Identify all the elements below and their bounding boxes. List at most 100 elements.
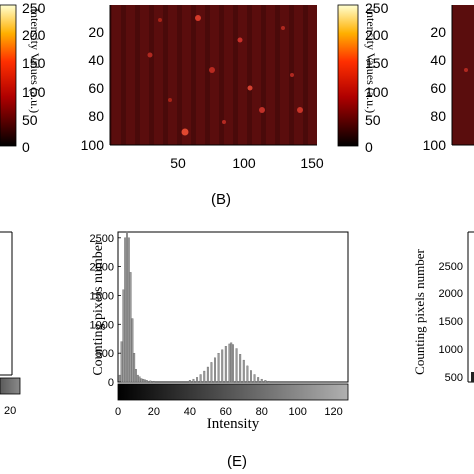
histogram-bar	[135, 369, 137, 383]
panel-label-e: (E)	[227, 453, 247, 470]
heatmap-b-ytick: 100	[81, 137, 105, 153]
histogram-bar	[140, 378, 143, 383]
colorbar-right: Intensity Values (a.u.) 250 200 150 100 …	[337, 0, 389, 155]
heatmap-c-ytick: 40	[430, 52, 446, 68]
histogram-e-ytick: 2500	[90, 233, 114, 245]
heatmap-b-xtick: 150	[300, 155, 324, 171]
heatmap-b-ytick: 20	[88, 24, 104, 40]
colorbar-right-tick: 0	[365, 139, 373, 155]
colorbar-right-gradient	[337, 4, 359, 147]
heatmap-c-ytick: 80	[430, 108, 446, 124]
histogram-bar	[120, 341, 123, 383]
heatmap-c-ytick: 100	[423, 137, 447, 153]
histogram-bar	[196, 377, 199, 383]
heatmap-b-image	[110, 5, 317, 145]
histogram-e-bars	[118, 231, 270, 383]
heatmap-b-ytick: 60	[88, 80, 104, 96]
heatmap-b-hotspots	[147, 15, 303, 136]
histogram-bar	[192, 378, 195, 383]
colorbar-left-tick: 250	[22, 0, 46, 16]
histogram-bar	[118, 374, 121, 383]
histogram-bar	[260, 378, 263, 383]
histogram-e-xtick: 20	[148, 406, 160, 418]
histogram-f-ytick: 2500	[439, 261, 463, 273]
histogram-bar	[267, 380, 270, 383]
histogram-e-xticks: 0 20 40 60 80 100 120	[115, 406, 343, 418]
colorbar-left: Intensity Values (a.u.) 250 200 150 100 …	[0, 0, 46, 155]
histogram-bar	[253, 374, 256, 383]
colorbar-right-label: Intensity Values (a.u.)	[364, 8, 378, 113]
histogram-f-ylabel: Counting pixels number	[412, 249, 427, 375]
histogram-bar	[217, 352, 220, 383]
histogram-bar	[199, 374, 202, 383]
histogram-bar	[136, 374, 139, 383]
panel-label-b: (B)	[211, 191, 231, 208]
histogram-f-ytick: 1000	[439, 344, 463, 356]
histogram-bar	[246, 365, 249, 383]
histogram-e: 2500 2000 1500 1000 500 0 Counting pixels num…	[90, 231, 349, 432]
colorbar-right-tick: 250	[365, 0, 389, 16]
histogram-e-xtick: 0	[115, 406, 121, 418]
histogram-e-intensity-bar	[117, 383, 349, 401]
histogram-bar	[214, 357, 216, 383]
histogram-bar	[127, 237, 130, 383]
colorbar-left-tick: 200	[22, 27, 46, 43]
histogram-e-ytick: 2000	[90, 262, 114, 274]
histogram-bar	[122, 289, 125, 383]
histogram-f-partial: Counting pixels number 2500 2000 1500 10…	[412, 231, 474, 384]
heatmap-b: 20 40 60 80 100 50 100 150	[81, 5, 324, 171]
colorbar-left-tick: 50	[22, 112, 38, 128]
histogram-f-ytick: 1500	[439, 316, 463, 328]
histogram-e-ylabel: Counting pixels number	[91, 240, 106, 376]
heatmap-b-ytick: 40	[88, 52, 104, 68]
heatmap-c-image	[452, 5, 474, 145]
histogram-bar	[138, 376, 141, 383]
colorbar-right-tick: 200	[365, 27, 389, 43]
histogram-bar	[142, 378, 145, 383]
histogram-bar	[235, 348, 238, 383]
histogram-bar	[228, 343, 231, 383]
histogram-d-partial: 20	[0, 231, 21, 417]
histogram-e-xtick: 40	[184, 406, 196, 418]
histogram-e-xlabel: Intensity	[207, 416, 260, 432]
histogram-bar	[126, 231, 128, 383]
histogram-e-ytick: 500	[96, 348, 114, 360]
heatmap-c-ytick: 60	[430, 80, 446, 96]
histogram-f-ytick: 500	[445, 372, 463, 384]
colorbar-right-tick: 150	[365, 55, 389, 71]
histogram-bar	[239, 354, 242, 383]
histogram-bar	[230, 342, 233, 383]
histogram-bar	[188, 380, 191, 383]
heatmap-b-xtick: 50	[170, 155, 186, 171]
histogram-bar	[232, 344, 234, 383]
histogram-bar	[124, 237, 127, 383]
histogram-e-xtick: 60	[220, 406, 232, 418]
histogram-bar	[242, 359, 245, 383]
histogram-d-xtick: 20	[4, 405, 16, 417]
histogram-bar	[250, 370, 252, 383]
histogram-bar	[152, 380, 155, 383]
histogram-e-ytick: 0	[108, 377, 114, 389]
histogram-bar	[129, 272, 132, 383]
histogram-f-ytick: 2000	[439, 288, 463, 300]
colorbar-right-tick: 100	[365, 84, 389, 100]
colorbar-left-gradient	[0, 4, 17, 147]
colorbar-left-tick: 100	[22, 84, 46, 100]
histogram-e-ytick: 1500	[90, 291, 114, 303]
histogram-bar	[145, 380, 148, 383]
colorbar-left-tick: 150	[22, 55, 46, 71]
colorbar-left-label: Intensity Values (a.u.)	[28, 8, 42, 113]
histogram-d-intensity-bar	[0, 377, 21, 395]
histogram-bar	[133, 352, 136, 383]
histogram-bar	[221, 349, 224, 383]
histogram-e-ytick: 1000	[90, 319, 114, 331]
histogram-bar	[210, 362, 213, 383]
heatmap-c-partial: 20 40 60 80 100	[423, 5, 474, 153]
colorbar-right-tick: 50	[365, 112, 381, 128]
histogram-e-xtick: 120	[324, 406, 342, 418]
histogram-bar	[224, 346, 227, 383]
histogram-bar	[143, 379, 146, 383]
histogram-e-xtick: 80	[256, 406, 268, 418]
colorbar-left-tick: 0	[22, 139, 30, 155]
